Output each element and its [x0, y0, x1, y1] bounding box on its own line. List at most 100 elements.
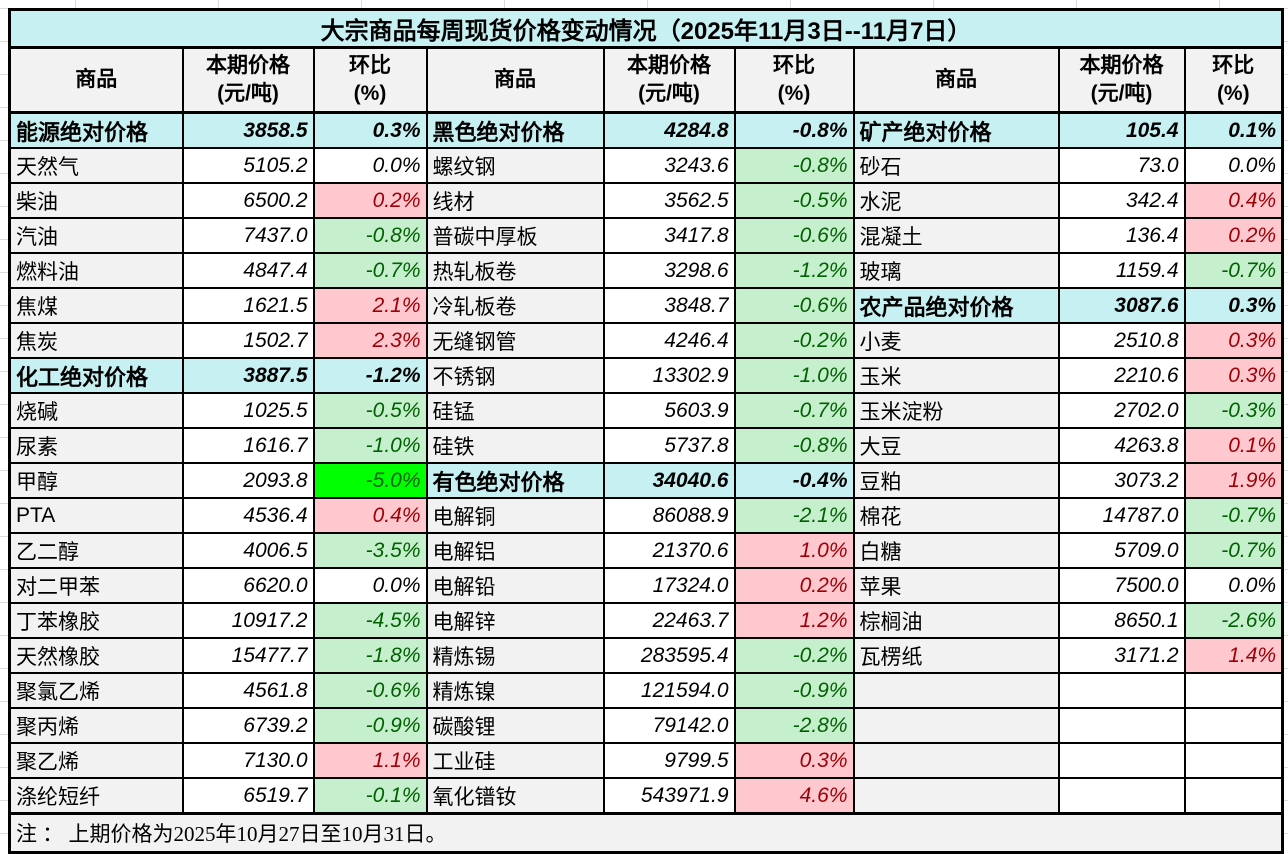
commodity-name-cell[interactable]: 尿素 — [8, 427, 184, 464]
change-cell[interactable]: -3.5% — [312, 532, 428, 569]
price-cell[interactable]: 6620.0 — [181, 567, 315, 604]
header-product-2[interactable]: 商品 — [425, 46, 605, 114]
price-cell[interactable]: 5603.9 — [602, 392, 736, 429]
commodity-name-cell[interactable]: 小麦 — [852, 322, 1060, 359]
change-cell[interactable]: -0.8% — [312, 217, 428, 254]
price-cell[interactable]: 3858.5 — [181, 111, 315, 149]
commodity-name-cell[interactable]: 聚氯乙烯 — [8, 672, 184, 709]
commodity-name-cell[interactable]: 聚乙烯 — [8, 742, 184, 779]
footnote[interactable]: 注 ： 上期价格为2025年10月27日至10月31日。 — [8, 812, 1284, 854]
price-cell[interactable]: 3171.2 — [1057, 637, 1186, 674]
change-cell[interactable]: -1.0% — [733, 357, 855, 394]
commodity-name-cell[interactable]: 热轧板卷 — [425, 252, 605, 289]
empty-cell[interactable] — [852, 672, 1060, 709]
commodity-name-cell[interactable]: 豆粕 — [852, 462, 1060, 499]
change-cell[interactable]: -0.1% — [312, 777, 428, 815]
price-cell[interactable]: 86088.9 — [602, 497, 736, 534]
change-cell[interactable]: -2.1% — [733, 497, 855, 534]
change-cell[interactable]: -0.7% — [312, 252, 428, 289]
header-change-3[interactable]: 环比 (%) — [1183, 46, 1284, 114]
header-change-2[interactable]: 环比 (%) — [733, 46, 855, 114]
price-cell[interactable]: 4847.4 — [181, 252, 315, 289]
header-product-3[interactable]: 商品 — [852, 46, 1060, 114]
change-cell[interactable]: -0.7% — [1183, 497, 1284, 534]
price-cell[interactable]: 6500.2 — [181, 182, 315, 219]
change-cell[interactable]: 2.1% — [312, 287, 428, 324]
header-price-1[interactable]: 本期价格 (元/吨) — [181, 46, 315, 114]
change-cell[interactable]: -1.8% — [312, 637, 428, 674]
commodity-name-cell[interactable]: 线材 — [425, 182, 605, 219]
price-cell[interactable]: 5709.0 — [1057, 532, 1186, 569]
change-cell[interactable]: 0.2% — [312, 182, 428, 219]
price-cell[interactable]: 73.0 — [1057, 147, 1186, 184]
commodity-name-cell[interactable]: 焦炭 — [8, 322, 184, 359]
price-cell[interactable]: 79142.0 — [602, 707, 736, 744]
price-cell[interactable]: 15477.7 — [181, 637, 315, 674]
empty-cell[interactable] — [852, 777, 1060, 815]
price-cell[interactable]: 2093.8 — [181, 462, 315, 499]
change-cell[interactable]: -0.8% — [733, 427, 855, 464]
price-cell[interactable]: 342.4 — [1057, 182, 1186, 219]
price-cell[interactable]: 105.4 — [1057, 111, 1186, 149]
category-name-cell[interactable]: 能源绝对价格 — [8, 111, 184, 149]
empty-cell[interactable] — [1057, 742, 1186, 779]
price-cell[interactable]: 6739.2 — [181, 707, 315, 744]
change-cell[interactable]: 1.2% — [733, 602, 855, 639]
commodity-name-cell[interactable]: 汽油 — [8, 217, 184, 254]
change-cell[interactable]: -0.2% — [733, 637, 855, 674]
price-cell[interactable]: 1025.5 — [181, 392, 315, 429]
change-cell[interactable]: 1.1% — [312, 742, 428, 779]
price-cell[interactable]: 17324.0 — [602, 567, 736, 604]
price-cell[interactable]: 7500.0 — [1057, 567, 1186, 604]
commodity-name-cell[interactable]: 工业硅 — [425, 742, 605, 779]
price-cell[interactable]: 2510.8 — [1057, 322, 1186, 359]
commodity-name-cell[interactable]: 乙二醇 — [8, 532, 184, 569]
change-cell[interactable]: 0.0% — [1183, 147, 1284, 184]
commodity-name-cell[interactable]: PTA — [8, 497, 184, 534]
change-cell[interactable]: -2.6% — [1183, 602, 1284, 639]
price-cell[interactable]: 14787.0 — [1057, 497, 1186, 534]
price-cell[interactable]: 3562.5 — [602, 182, 736, 219]
change-cell[interactable]: -0.8% — [733, 111, 855, 149]
change-cell[interactable]: -0.8% — [733, 147, 855, 184]
commodity-name-cell[interactable]: 氧化镨钕 — [425, 777, 605, 815]
empty-cell[interactable] — [1183, 707, 1284, 744]
change-cell[interactable]: -1.2% — [312, 357, 428, 394]
category-name-cell[interactable]: 有色绝对价格 — [425, 462, 605, 499]
change-cell[interactable]: -4.5% — [312, 602, 428, 639]
commodity-name-cell[interactable]: 甲醇 — [8, 462, 184, 499]
commodity-name-cell[interactable]: 电解铝 — [425, 532, 605, 569]
change-cell[interactable]: 0.4% — [312, 497, 428, 534]
change-cell[interactable]: 0.0% — [312, 147, 428, 184]
change-cell[interactable]: -0.3% — [1183, 392, 1284, 429]
price-cell[interactable]: 283595.4 — [602, 637, 736, 674]
price-cell[interactable]: 2210.6 — [1057, 357, 1186, 394]
price-cell[interactable]: 6519.7 — [181, 777, 315, 815]
change-cell[interactable]: -0.6% — [733, 287, 855, 324]
price-cell[interactable]: 1159.4 — [1057, 252, 1186, 289]
change-cell[interactable]: 0.3% — [1183, 322, 1284, 359]
change-cell[interactable]: 0.2% — [733, 567, 855, 604]
commodity-name-cell[interactable]: 对二甲苯 — [8, 567, 184, 604]
change-cell[interactable]: -0.4% — [733, 462, 855, 499]
price-cell[interactable]: 1616.7 — [181, 427, 315, 464]
commodity-name-cell[interactable]: 精炼锡 — [425, 637, 605, 674]
commodity-name-cell[interactable]: 电解锌 — [425, 602, 605, 639]
commodity-name-cell[interactable]: 硅铁 — [425, 427, 605, 464]
commodity-name-cell[interactable]: 瓦楞纸 — [852, 637, 1060, 674]
table-title[interactable]: 大宗商品每周现货价格变动情况（2025年11月3日--11月7日） — [8, 8, 1284, 49]
price-cell[interactable]: 3848.7 — [602, 287, 736, 324]
change-cell[interactable]: 0.3% — [1183, 357, 1284, 394]
price-cell[interactable]: 4246.4 — [602, 322, 736, 359]
commodity-name-cell[interactable]: 螺纹钢 — [425, 147, 605, 184]
price-cell[interactable]: 1502.7 — [181, 322, 315, 359]
commodity-name-cell[interactable]: 棕榈油 — [852, 602, 1060, 639]
price-cell[interactable]: 5105.2 — [181, 147, 315, 184]
commodity-name-cell[interactable]: 棉花 — [852, 497, 1060, 534]
price-cell[interactable]: 21370.6 — [602, 532, 736, 569]
commodity-name-cell[interactable]: 冷轧板卷 — [425, 287, 605, 324]
price-cell[interactable]: 4006.5 — [181, 532, 315, 569]
change-cell[interactable]: 2.3% — [312, 322, 428, 359]
commodity-name-cell[interactable]: 不锈钢 — [425, 357, 605, 394]
empty-cell[interactable] — [1057, 777, 1186, 815]
